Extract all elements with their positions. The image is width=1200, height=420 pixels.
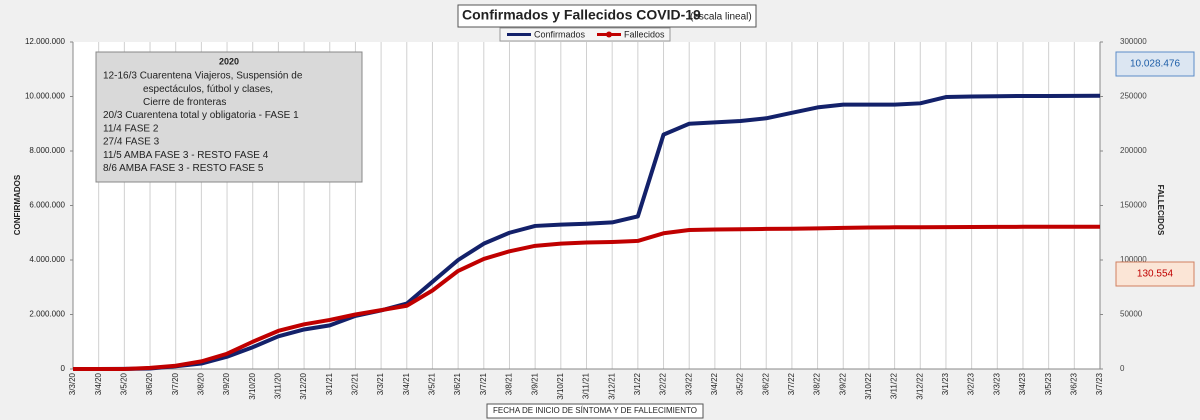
value-label: 130.554: [1137, 269, 1174, 280]
x-tick-label: 3/5/21: [428, 372, 437, 395]
y-tick-label: 12.000.000: [25, 37, 66, 46]
chart-title: Confirmados y Fallecidos COVID-19: [462, 7, 701, 23]
x-tick-label: 3/4/21: [402, 372, 411, 395]
x-tick-label: 3/5/23: [1044, 372, 1053, 395]
annotation-line: 8/6 AMBA FASE 3 - RESTO FASE 5: [103, 163, 264, 174]
y-tick-label: 0: [61, 364, 66, 373]
x-tick-label: 3/1/23: [941, 372, 950, 395]
x-tick-label: 3/12/20: [299, 372, 308, 399]
x-label-box: [486, 403, 704, 419]
y2-tick-label: 150000: [1120, 201, 1147, 210]
y-axis-label: CONFIRMADOS: [13, 174, 22, 235]
x-tick-label: 3/7/22: [787, 372, 796, 395]
legend-label: Confirmados: [534, 29, 586, 39]
legend-label: Fallecidos: [624, 29, 665, 39]
x-tick-label: 3/10/22: [864, 372, 873, 399]
y-tick-label: 6.000.000: [29, 201, 65, 210]
x-tick-label: 3/3/22: [684, 372, 693, 395]
x-tick-label: 3/11/21: [582, 372, 591, 399]
series-line: [73, 93, 1101, 371]
annotation-line: 12-16/3 Cuarentena Viajeros, Suspensión …: [103, 71, 303, 82]
y-tick-label: 4.000.000: [29, 255, 65, 264]
annotation-line: espectáculos, fútbol y clases,: [143, 84, 273, 95]
y2-tick-label: 300000: [1120, 37, 1147, 46]
y2-axis-label: FALLECIDOS: [1156, 185, 1165, 236]
x-tick-label: 3/2/23: [967, 372, 976, 395]
annotation-line: Cierre de fronteras: [143, 97, 226, 108]
x-tick-label: 3/7/23: [1095, 372, 1104, 395]
x-tick-label: 3/5/22: [736, 372, 745, 395]
x-tick-label: 3/11/22: [890, 372, 899, 399]
x-tick-label: 3/10/20: [248, 372, 257, 399]
x-tick-label: 3/12/21: [607, 372, 616, 399]
x-tick-label: 3/6/23: [1069, 372, 1078, 395]
x-tick-label: 3/12/22: [915, 372, 924, 399]
x-tick-label: 3/8/22: [813, 372, 822, 395]
x-tick-label: 3/7/20: [171, 372, 180, 395]
annotation-line: 27/4 FASE 3: [103, 137, 160, 148]
x-tick-label: 3/4/20: [94, 372, 103, 395]
x-tick-label: 3/1/21: [325, 372, 334, 395]
y-tick-label: 2.000.000: [29, 310, 65, 319]
title-box: [457, 4, 757, 28]
x-tick-label: 3/5/20: [119, 372, 128, 395]
x-tick-label: 3/8/20: [196, 372, 205, 395]
x-tick-label: 3/1/22: [633, 372, 642, 395]
series-line: [73, 224, 1101, 371]
y2-tick-label: 100000: [1120, 255, 1147, 264]
x-tick-label: 3/10/21: [556, 372, 565, 399]
x-axis-label: FECHA DE INICIO DE SÍNTOMA Y DE FALLECIM…: [493, 406, 697, 415]
x-tick-label: 3/9/20: [222, 372, 231, 395]
annotation-line: 11/4 FASE 2: [103, 123, 159, 134]
x-tick-label: 3/9/21: [530, 372, 539, 395]
legend-box: [499, 27, 671, 42]
x-tick-label: 3/7/21: [479, 372, 488, 395]
y-tick-label: 8.000.000: [29, 146, 65, 155]
callout-box: [1115, 51, 1195, 77]
annotation-line: 11/5 AMBA FASE 3 - RESTO FASE 4: [103, 150, 269, 161]
x-tick-label: 3/6/20: [145, 372, 154, 395]
value-label: 10.028.476: [1130, 59, 1180, 70]
x-tick-label: 3/3/23: [992, 372, 1001, 395]
annotation-title: 2020: [219, 56, 239, 66]
y2-tick-label: 250000: [1120, 92, 1147, 101]
chart-subtitle: (escala lineal): [690, 12, 752, 23]
annotation-line: 20/3 Cuarentena total y obligatoria - FA…: [103, 110, 299, 121]
y2-tick-label: 200000: [1120, 146, 1147, 155]
x-tick-label: 3/2/21: [351, 372, 360, 395]
x-tick-label: 3/6/22: [761, 372, 770, 395]
legend-marker: [606, 31, 612, 38]
x-tick-label: 3/4/22: [710, 372, 719, 395]
x-tick-label: 3/8/21: [505, 372, 514, 395]
annotation-box: [95, 51, 363, 183]
x-tick-label: 3/6/21: [453, 372, 462, 395]
x-tick-label: 3/11/20: [274, 372, 283, 399]
y2-tick-label: 0: [1120, 364, 1125, 373]
y-tick-label: 10.000.000: [25, 92, 66, 101]
x-tick-label: 3/9/22: [838, 372, 847, 395]
x-tick-label: 3/2/22: [659, 372, 668, 395]
y2-tick-label: 50000: [1120, 310, 1143, 319]
x-tick-label: 3/3/20: [68, 372, 77, 395]
x-tick-label: 3/3/21: [376, 372, 385, 395]
callout-box: [1115, 261, 1195, 287]
x-tick-label: 3/4/23: [1018, 372, 1027, 395]
legend: Confirmados Fallecidos: [499, 27, 671, 42]
